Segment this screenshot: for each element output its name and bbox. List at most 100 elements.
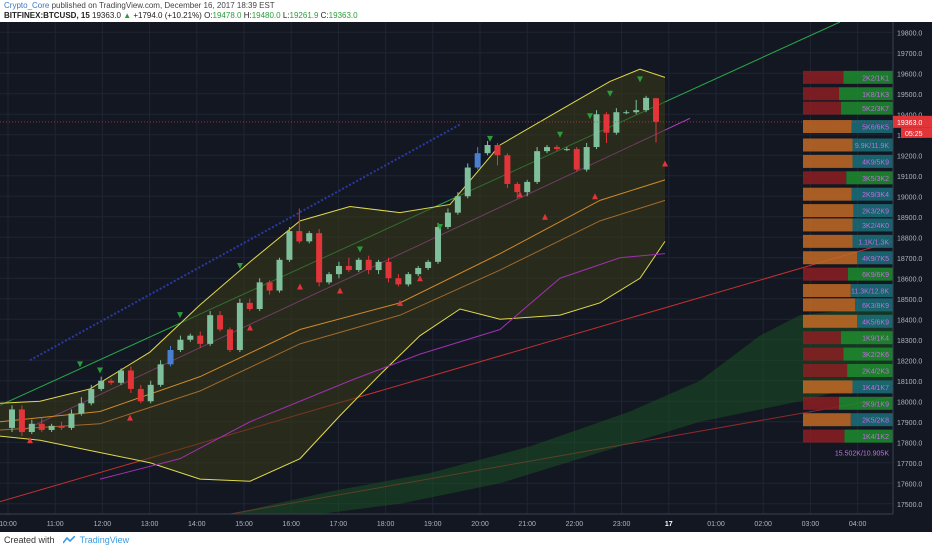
volume-profile-down-bar — [803, 284, 851, 298]
volume-profile-down-bar — [803, 138, 853, 152]
candle-body — [623, 112, 630, 114]
volume-profile-up-bar — [839, 396, 893, 410]
open-value: 19478.0 — [212, 11, 242, 20]
candle-body — [98, 380, 105, 389]
candle-body — [395, 278, 402, 285]
sell-signal-icon — [637, 76, 643, 83]
candle-body — [58, 425, 65, 428]
volume-profile-up-bar — [857, 314, 893, 328]
time-tick-label: 20:00 — [471, 521, 489, 528]
volume-profile-label: 2K9/3K4 — [862, 192, 889, 199]
symbol: BITFINEX:BTCUSD, 15 — [4, 11, 90, 20]
volume-profile-up-bar — [852, 234, 893, 248]
price-chart[interactable]: 2K2/1K1 1K8/1K3 5K2/3K7 5K6/6K5 9.9K/11.9K 4K… — [0, 21, 932, 532]
time-tick-label: 04:00 — [849, 521, 867, 528]
candle-body — [276, 259, 283, 291]
bollinger-lower — [0, 241, 666, 482]
created-with-label: Created with — [4, 535, 55, 545]
candle-body — [78, 403, 85, 414]
candle-body — [157, 364, 164, 385]
volume-profile-label: 15.502K/10.905K — [835, 451, 889, 458]
bollinger-upper — [0, 68, 666, 404]
author-link[interactable]: Crypto_Core — [4, 1, 50, 10]
price-tick-label: 18800.0 — [897, 235, 922, 242]
volume-profile-down-bar — [803, 204, 854, 218]
volume-profile-down-bar — [803, 331, 841, 345]
price-tick-label: 18400.0 — [897, 317, 922, 324]
price-tick-label: 18000.0 — [897, 399, 922, 406]
volume-profile-label: 3K5/3K2 — [862, 176, 889, 183]
ichimoku-cloud — [230, 309, 893, 514]
tradingview-brand[interactable]: TradingView — [79, 535, 130, 545]
volume-profile-label: 4K5/6K9 — [862, 319, 889, 326]
candle-body — [553, 147, 560, 150]
candle-body — [246, 302, 253, 309]
candle-body — [335, 265, 342, 275]
candle-body — [316, 233, 323, 283]
regression-line-red-low — [229, 396, 894, 515]
time-tick-label: 01:00 — [707, 521, 725, 528]
candle-body — [534, 151, 541, 182]
candle-body — [544, 147, 551, 152]
volume-profile-label: 1K4/1K7 — [862, 385, 889, 392]
buy-signal-icon — [127, 414, 133, 421]
volume-profile-up-bar — [843, 347, 893, 361]
volume-profile-label: 1.1K/1.3K — [858, 239, 889, 246]
candle-body — [345, 265, 352, 271]
time-tick-label: 15:00 — [235, 521, 253, 528]
candle-body — [9, 409, 15, 428]
candle-body — [217, 315, 224, 330]
candle-body — [18, 409, 25, 432]
time-tick-label: 21:00 — [518, 521, 536, 528]
volume-profile-up-bar — [848, 267, 893, 281]
candle-body — [296, 231, 303, 242]
low-label: L: — [282, 11, 290, 20]
close-label: C: — [320, 11, 329, 20]
price-tick-label: 17800.0 — [897, 440, 922, 447]
volume-profile-label: 11.3K/12.8K — [851, 289, 889, 296]
publish-info: published on TradingView.com, December 1… — [51, 1, 275, 10]
price-tick-label: 18100.0 — [897, 379, 922, 386]
sell-signal-icon — [237, 262, 243, 269]
volume-profile-up-bar — [857, 251, 893, 265]
time-tick-label: 18:00 — [377, 521, 395, 528]
volume-profile-up-bar — [852, 138, 893, 152]
volume-profile-up-bar — [840, 101, 893, 115]
volume-profile-down-bar — [803, 364, 848, 377]
candle-body — [653, 98, 659, 122]
candle-body — [177, 339, 184, 350]
sell-signal-icon — [177, 312, 183, 319]
volume-profile-down-bar — [803, 120, 852, 134]
volume-profile-up-bar — [839, 87, 893, 101]
last-price: 19363.0 — [92, 11, 121, 20]
buy-signal-icon — [337, 287, 343, 294]
low-value: 19261.9 — [289, 11, 319, 20]
time-tick-label: 22:00 — [566, 521, 584, 528]
volume-profile-label: 3K2/4K0 — [862, 223, 889, 230]
volume-profile-down-bar — [803, 251, 857, 265]
buy-signal-icon — [297, 283, 303, 290]
high-value: 19480.0 — [251, 11, 281, 20]
volume-profile-down-bar — [803, 234, 853, 248]
symbol-line: BITFINEX:BTCUSD, 15 19363.0 ▲ +1794.0 (+… — [4, 11, 358, 20]
volume-profile-down-bar — [803, 267, 848, 281]
chart-area[interactable]: 2K2/1K1 1K8/1K3 5K2/3K7 5K6/6K5 9.9K/11.9K 4K… — [0, 21, 932, 532]
candle-body — [474, 153, 481, 168]
price-tick-label: 18500.0 — [897, 297, 922, 304]
volume-profile-down-bar — [803, 187, 852, 201]
buy-signal-icon — [662, 160, 668, 167]
volume-profile-up-bar — [850, 284, 893, 298]
price-tick-label: 19000.0 — [897, 194, 922, 201]
candle-body — [117, 370, 124, 383]
time-tick-label: 23:00 — [613, 521, 631, 528]
time-tick-label: 19:00 — [424, 521, 442, 528]
price-tick-label: 19400.0 — [897, 112, 922, 119]
footer: Created with TradingView — [0, 532, 932, 550]
volume-profile-label: 3K2/2K6 — [862, 352, 889, 359]
candle-body — [137, 388, 144, 402]
candle-body — [415, 268, 422, 275]
moving-average — [0, 199, 666, 431]
candle-body — [326, 274, 333, 283]
volume-profile-down-bar — [803, 298, 856, 312]
time-tick-label: 03:00 — [802, 521, 820, 528]
